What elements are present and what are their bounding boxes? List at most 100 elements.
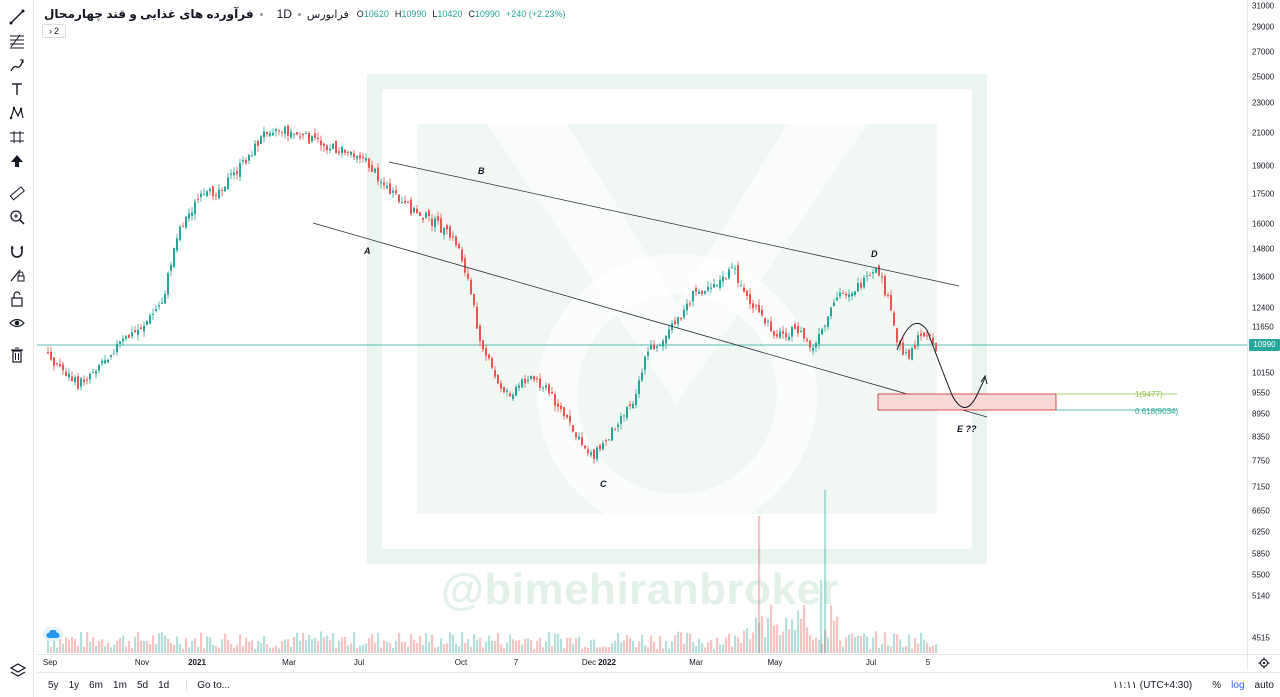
cursor-arrow-icon[interactable]: [5, 150, 29, 172]
range-1m-button[interactable]: 1m: [113, 679, 127, 691]
timezone-button[interactable]: ۱۱:۱۱ (UTC+4:30): [1112, 680, 1193, 691]
volume-bar: [242, 646, 245, 653]
indicators-toggle-button[interactable]: › 2: [42, 24, 66, 38]
volume-bar: [263, 636, 266, 653]
volume-bar: [296, 632, 299, 653]
pattern-icon[interactable]: [5, 102, 29, 124]
auto-toggle[interactable]: auto: [1254, 680, 1274, 691]
volume-bar: [401, 641, 404, 653]
candle-body: [419, 212, 421, 216]
chart-pane[interactable]: A B C D E ?? 1(9477) 0.618(9034): [37, 0, 1247, 654]
candle-body: [563, 407, 565, 416]
candle-body: [329, 148, 331, 151]
volume-bar: [215, 645, 218, 653]
cloud-icon[interactable]: [43, 627, 63, 641]
candle-body: [386, 185, 388, 189]
range-1d-button[interactable]: 1d: [158, 679, 170, 691]
candle-body: [440, 218, 442, 233]
candle-body: [335, 141, 337, 154]
volume-bar: [770, 604, 773, 653]
goto-button[interactable]: Go to...: [186, 679, 230, 691]
candle-body: [863, 277, 865, 288]
volume-bar: [92, 636, 95, 653]
brush-icon[interactable]: [5, 54, 29, 76]
volume-bar: [377, 632, 380, 653]
candle-body: [374, 168, 376, 173]
candle-body: [119, 341, 121, 344]
candle-body: [590, 452, 592, 456]
bottom-toolbar: 5y 1y 6m 1m 5d 1d Go to... ۱۱:۱۱ (UTC+4:…: [37, 672, 1280, 697]
chart-legend[interactable]: فرآورده های غذایی و قند چهارمحال 1D فراب…: [44, 6, 565, 22]
ruler-icon[interactable]: [5, 182, 29, 204]
magnet-icon[interactable]: [5, 240, 29, 262]
price-tick: 12400: [1252, 303, 1275, 313]
trash-icon[interactable]: [5, 344, 29, 366]
volume-bar: [464, 642, 467, 653]
zoom-icon[interactable]: [5, 206, 29, 228]
price-tick: 31000: [1252, 1, 1275, 11]
range-1y-button[interactable]: 1y: [68, 679, 80, 691]
high-value: 10990: [401, 9, 427, 19]
candle-body: [845, 293, 847, 296]
volume-bar: [797, 610, 800, 653]
volume-bar: [914, 637, 917, 653]
trend-line-icon[interactable]: [5, 6, 29, 28]
prediction-icon[interactable]: [5, 126, 29, 148]
candle-body: [83, 379, 85, 382]
volume-bar: [170, 643, 173, 653]
volume-bar: [749, 639, 752, 653]
range-5d-button[interactable]: 5d: [136, 679, 149, 691]
wave-label: D: [871, 249, 878, 259]
volume-bar: [314, 637, 317, 653]
fib-icon[interactable]: [5, 30, 29, 52]
candle-body: [98, 365, 100, 371]
time-axis[interactable]: Sep Nov 2021 Mar Jul Oct 7 Dec 2022 Mar May Jul 5: [37, 654, 1247, 670]
volume-bar: [722, 644, 725, 653]
layers-icon[interactable]: [9, 662, 27, 680]
candle-body: [482, 340, 484, 350]
candle-body: [104, 360, 106, 364]
volume-bar: [386, 641, 389, 653]
candle-body: [866, 275, 868, 277]
time-tick: Nov: [134, 658, 150, 667]
range-6m-button[interactable]: 6m: [89, 679, 104, 691]
volume-bar: [548, 631, 551, 653]
volume-bar: [191, 640, 194, 653]
volume-bar: [491, 640, 494, 653]
volume-bar: [497, 633, 500, 653]
settings-gear-icon[interactable]: [1247, 654, 1280, 670]
price-axis[interactable]: 31000 29000 27000 25000 23000 21000 19000 17500…: [1247, 0, 1280, 654]
candle-body: [404, 200, 406, 203]
symbol-name[interactable]: فرآورده های غذایی و قند چهارمحال: [44, 7, 254, 21]
volume-bar: [686, 632, 689, 653]
price-chart[interactable]: A B C D E ?? 1(9477) 0.618(9034): [37, 0, 1247, 654]
volume-bar: [731, 646, 734, 653]
volume-bar: [278, 648, 281, 653]
lock-icon[interactable]: [5, 288, 29, 310]
volume-bar: [644, 645, 647, 653]
volume-bar: [392, 647, 395, 653]
candle-body: [767, 320, 769, 322]
volume-bar: [710, 639, 713, 653]
volume-bar: [74, 638, 77, 653]
log-toggle[interactable]: log: [1231, 680, 1245, 691]
percent-toggle[interactable]: %: [1212, 680, 1222, 691]
candle-body: [587, 449, 589, 454]
volume-bar: [560, 638, 563, 653]
eye-icon[interactable]: [5, 312, 29, 334]
volume-bar: [743, 630, 746, 653]
text-icon[interactable]: [5, 78, 29, 100]
resolution-label[interactable]: 1D: [276, 7, 292, 21]
volume-bar: [845, 637, 848, 653]
range-5y-button[interactable]: 5y: [48, 679, 59, 691]
time-tick: Jul: [353, 658, 365, 667]
volume-bar: [110, 647, 113, 653]
volume-bar: [734, 635, 737, 653]
lock-drawing-icon[interactable]: [5, 264, 29, 286]
volume-bar: [578, 636, 581, 653]
volume-bar: [902, 647, 905, 653]
candle-body: [239, 163, 241, 177]
candle-body: [455, 236, 457, 246]
candle-body: [566, 415, 568, 418]
volume-bar: [623, 640, 626, 653]
